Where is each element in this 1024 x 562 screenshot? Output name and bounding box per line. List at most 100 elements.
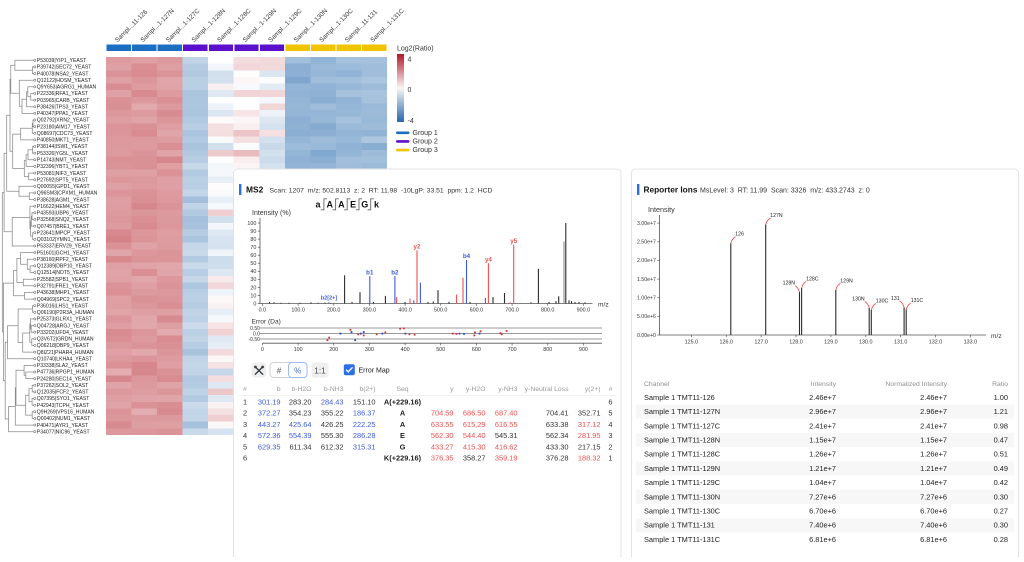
svg-text:2: 2 (243, 409, 247, 418)
svg-text:P53337|ERV29_YEAST: P53337|ERV29_YEAST (37, 244, 91, 250)
svg-text:b2: b2 (391, 269, 399, 276)
svg-text:90: 90 (250, 229, 256, 235)
svg-text:Q00055|GPD1_YEAST: Q00055|GPD1_YEAST (37, 184, 90, 190)
svg-text:P25582|SPB1_YEAST: P25582|SPB1_YEAST (37, 277, 88, 283)
svg-text:P32568|SNQ2_YEAST: P32568|SNQ2_YEAST (37, 217, 89, 223)
svg-text:500: 500 (436, 347, 445, 353)
svg-text:A(+229.16): A(+229.16) (384, 398, 422, 407)
svg-text:4: 4 (408, 57, 412, 64)
svg-text:0.30: 0.30 (994, 521, 1008, 530)
svg-text:2.41e+7: 2.41e+7 (920, 421, 947, 430)
svg-text:Q07395|SYO1_YEAST: Q07395|SYO1_YEAST (37, 396, 90, 402)
svg-text:0.0: 0.0 (253, 331, 260, 337)
svg-text:a: a (315, 200, 321, 210)
svg-text:100: 100 (247, 221, 256, 227)
svg-text:704.59: 704.59 (431, 409, 454, 418)
svg-text:300: 300 (365, 347, 374, 353)
svg-text:700: 700 (508, 347, 517, 353)
svg-text:#: # (243, 386, 247, 393)
svg-text:10: 10 (250, 293, 256, 299)
svg-text:P34077|NIC96_YEAST: P34077|NIC96_YEAST (37, 429, 90, 435)
svg-text:129N: 129N (840, 278, 853, 284)
svg-text:100.0: 100.0 (291, 308, 305, 314)
svg-text:130C: 130C (876, 299, 889, 305)
svg-text:b: b (277, 386, 281, 393)
svg-text:1.04e+7: 1.04e+7 (809, 478, 836, 487)
svg-text:5: 5 (243, 442, 247, 451)
svg-text:P23641|MPCP_YEAST: P23641|MPCP_YEAST (37, 230, 90, 236)
svg-text:Sample 1 TMT11-128C: Sample 1 TMT11-128C (644, 450, 721, 459)
svg-text:A: A (400, 420, 406, 429)
svg-text:P03965|CARB_YEAST: P03965|CARB_YEAST (37, 98, 90, 104)
svg-text:281.95: 281.95 (578, 431, 601, 440)
svg-text:Q3V6T2|GRDN_HUMAN: Q3V6T2|GRDN_HUMAN (37, 337, 94, 343)
svg-text:129.0: 129.0 (824, 339, 838, 345)
svg-text:k: k (374, 200, 380, 210)
svg-text:b-NH3: b-NH3 (324, 386, 344, 393)
svg-text:555.30: 555.30 (321, 431, 344, 440)
svg-text:Reporter Ions: Reporter Ions (644, 185, 698, 195)
svg-text:y-NH3: y-NH3 (498, 386, 517, 393)
svg-text:Q9H269|VPS16_HUMAN: Q9H269|VPS16_HUMAN (37, 409, 95, 415)
svg-text:2.41e+7: 2.41e+7 (809, 421, 836, 430)
svg-text:Group 2: Group 2 (413, 139, 438, 146)
svg-text:Q04969|SPC2_YEAST: Q04969|SPC2_YEAST (37, 297, 89, 303)
svg-text:70: 70 (250, 245, 256, 251)
svg-text:611.34: 611.34 (289, 442, 311, 451)
svg-text:376.35: 376.35 (431, 454, 454, 463)
svg-text:0.47: 0.47 (994, 436, 1008, 445)
svg-text:P40471|AYR1_YEAST: P40471|AYR1_YEAST (37, 423, 88, 429)
svg-text:1.04e+7: 1.04e+7 (920, 478, 947, 487)
svg-text:400: 400 (401, 347, 410, 353)
svg-text:354.23: 354.23 (289, 409, 312, 418)
svg-text:700.0: 700.0 (505, 308, 519, 314)
svg-text:Q12389|DBP10_YEAST: Q12389|DBP10_YEAST (37, 264, 92, 270)
svg-text:y2: y2 (414, 244, 421, 251)
svg-text:P43593|UBP6_YEAST: P43593|UBP6_YEAST (37, 211, 89, 217)
svg-text:y-Neutral Loss: y-Neutral Loss (525, 386, 569, 393)
svg-text:b1: b1 (366, 269, 374, 276)
svg-text:P32396|YBT1_YEAST: P32396|YBT1_YEAST (37, 164, 88, 170)
svg-text:7.40e+6: 7.40e+6 (809, 521, 836, 530)
svg-text:629.35: 629.35 (258, 442, 281, 451)
svg-text:126: 126 (735, 232, 744, 238)
svg-text:-0.50: -0.50 (248, 337, 260, 343)
svg-text:3: 3 (243, 420, 247, 429)
svg-text:1:1: 1:1 (314, 366, 326, 375)
svg-text:7.27e+6: 7.27e+6 (809, 492, 836, 501)
svg-text:P40078|NSA2_YEAST: P40078|NSA2_YEAST (37, 71, 89, 77)
svg-text:0.42: 0.42 (994, 478, 1008, 487)
svg-text:#: # (277, 366, 282, 375)
svg-text:0: 0 (261, 347, 264, 353)
svg-text:0.28: 0.28 (994, 535, 1008, 544)
svg-text:1.26e+7: 1.26e+7 (920, 450, 947, 459)
svg-text:286.28: 286.28 (353, 431, 376, 440)
svg-text:554.39: 554.39 (289, 431, 312, 440)
svg-text:P53039|YIP1_YEAST: P53039|YIP1_YEAST (37, 58, 86, 64)
svg-text:1.00e+7: 1.00e+7 (637, 296, 656, 302)
svg-text:500.0: 500.0 (434, 308, 448, 314)
svg-text:131C: 131C (911, 298, 924, 304)
svg-text:1: 1 (608, 454, 612, 463)
svg-text:A: A (326, 200, 333, 210)
svg-text:130.0: 130.0 (859, 339, 873, 345)
svg-text:y: y (450, 386, 454, 393)
svg-text:P32791|FRE1_YEAST: P32791|FRE1_YEAST (37, 283, 88, 289)
svg-text:0.50: 0.50 (250, 326, 260, 332)
svg-text:G: G (400, 442, 406, 451)
svg-text:562.34: 562.34 (546, 431, 569, 440)
svg-text:G: G (361, 200, 368, 210)
svg-text:131: 131 (891, 296, 900, 302)
svg-text:P37262|SOL2_YEAST: P37262|SOL2_YEAST (37, 383, 88, 389)
svg-text:800.0: 800.0 (541, 308, 555, 314)
svg-text:5.00e+6: 5.00e+6 (637, 314, 656, 320)
svg-text:P51601|GCH1_YEAST: P51601|GCH1_YEAST (37, 250, 90, 256)
svg-text:616.55: 616.55 (495, 420, 518, 429)
svg-text:562.30: 562.30 (431, 431, 454, 440)
svg-text:100: 100 (294, 347, 303, 353)
svg-text:A: A (338, 200, 345, 210)
svg-text:545.31: 545.31 (495, 431, 518, 440)
svg-text:6: 6 (608, 398, 612, 407)
svg-text:217.15: 217.15 (578, 442, 601, 451)
svg-text:600.0: 600.0 (470, 308, 484, 314)
